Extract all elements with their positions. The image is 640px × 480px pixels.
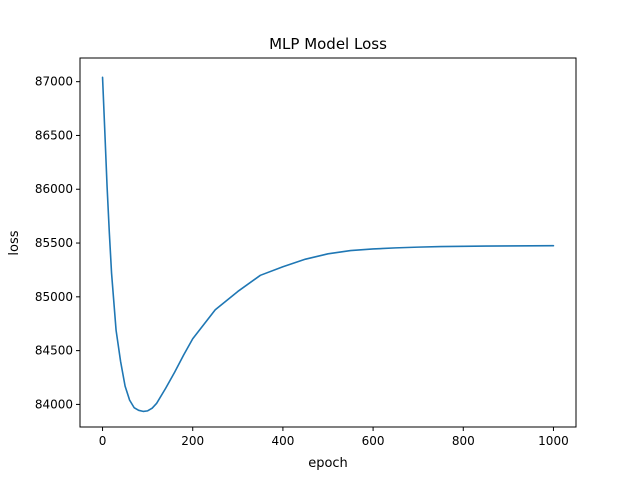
x-tick-label: 200 [181, 434, 204, 448]
x-tick-label: 800 [452, 434, 475, 448]
y-tick-label: 87000 [35, 75, 73, 89]
series-layer [101, 76, 555, 413]
x-tick-label: 0 [99, 434, 107, 448]
y-tick-label: 85000 [35, 290, 73, 304]
x-axis-ticks: 0 200 400 600 800 1000 [99, 427, 569, 448]
y-tick-label: 85500 [35, 236, 73, 250]
x-tick-label: 400 [271, 434, 294, 448]
y-axis-label: loss [7, 230, 22, 255]
y-tick-label: 84000 [35, 397, 73, 411]
x-tick-label: 600 [362, 434, 385, 448]
y-axis-ticks: 84000 84500 85000 85500 86000 86500 87000 [35, 75, 80, 411]
y-tick-label: 86000 [35, 182, 73, 196]
chart-title: MLP Model Loss [269, 35, 387, 53]
loss-series-line [101, 76, 555, 413]
y-tick-label: 84500 [35, 344, 73, 358]
y-tick-label: 86500 [35, 128, 73, 142]
x-axis-label: epoch [308, 456, 348, 471]
plot-area-frame [79, 57, 577, 428]
x-tick-label: 1000 [538, 434, 569, 448]
